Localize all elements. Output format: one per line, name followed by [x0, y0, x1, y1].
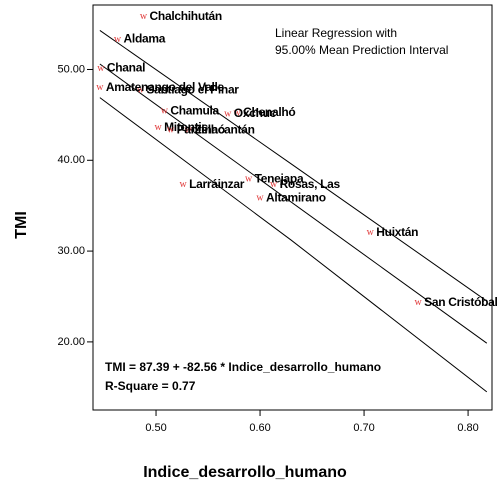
- equation: TMI = 87.39 + -82.56 * Indice_desarrollo…: [105, 360, 381, 374]
- y-tick-label: 40.00: [57, 154, 85, 166]
- fit-line: [99, 63, 488, 344]
- point-label: San Cristóbal de las Casas: [424, 295, 498, 309]
- point-marker: w: [234, 107, 242, 118]
- point-marker: w: [161, 106, 169, 117]
- point-marker: w: [185, 125, 193, 136]
- x-tick-label: 0.60: [249, 422, 270, 434]
- point-label: Chenalhó: [243, 105, 295, 119]
- point-label: Mitontic: [164, 120, 208, 134]
- point-marker: w: [224, 108, 232, 119]
- point-label: Chamula: [170, 103, 219, 117]
- point-marker: w: [367, 227, 375, 238]
- y-tick-label: 30.00: [57, 245, 85, 257]
- point-marker: w: [415, 297, 423, 308]
- y-tick-label: 20.00: [57, 336, 85, 348]
- point-label: Aldama: [124, 32, 166, 46]
- y-tick-label: 50.00: [57, 63, 85, 75]
- r-square: R-Square = 0.77: [105, 379, 196, 393]
- point-label: Tenejapa: [255, 172, 304, 186]
- point-marker: w: [179, 179, 187, 190]
- point-marker: w: [154, 122, 162, 133]
- legend-text: 95.00% Mean Prediction Interval: [275, 43, 448, 57]
- point-label: Larráinzar: [189, 177, 245, 191]
- point-marker: w: [140, 11, 148, 22]
- point-marker: w: [167, 125, 175, 136]
- point-marker: w: [256, 193, 264, 204]
- y-axis-title: TMI: [13, 211, 30, 239]
- x-tick-label: 0.80: [457, 422, 478, 434]
- point-label: Chalchihután: [150, 9, 222, 23]
- point-label: Chanal: [107, 61, 145, 75]
- point-marker: w: [245, 174, 253, 185]
- point-label: Rosas, Las: [280, 177, 341, 191]
- legend-text: Linear Regression with: [275, 26, 397, 40]
- point-label: Pantelhó: [177, 122, 225, 136]
- interval-upper: [99, 30, 488, 302]
- interval-lower: [99, 97, 488, 393]
- point-label: Altamirano: [266, 191, 326, 205]
- point-marker: w: [96, 82, 104, 93]
- point-label: Amatenango del Valle: [106, 80, 225, 94]
- point-label: Huixtán: [376, 225, 418, 239]
- x-tick-label: 0.70: [353, 422, 374, 434]
- point-marker: w: [114, 34, 122, 45]
- point-marker: w: [137, 85, 145, 96]
- plot-frame: [92, 4, 493, 411]
- point-marker: w: [270, 179, 278, 190]
- x-tick-label: 0.50: [145, 422, 166, 434]
- point-marker: w: [97, 63, 105, 74]
- point-label: Zinacantán: [194, 122, 254, 136]
- point-label: Santiago el Pinar: [146, 83, 239, 97]
- point-label: Oxchuc: [234, 106, 277, 120]
- x-axis-title: Indice_desarrollo_humano: [143, 464, 347, 481]
